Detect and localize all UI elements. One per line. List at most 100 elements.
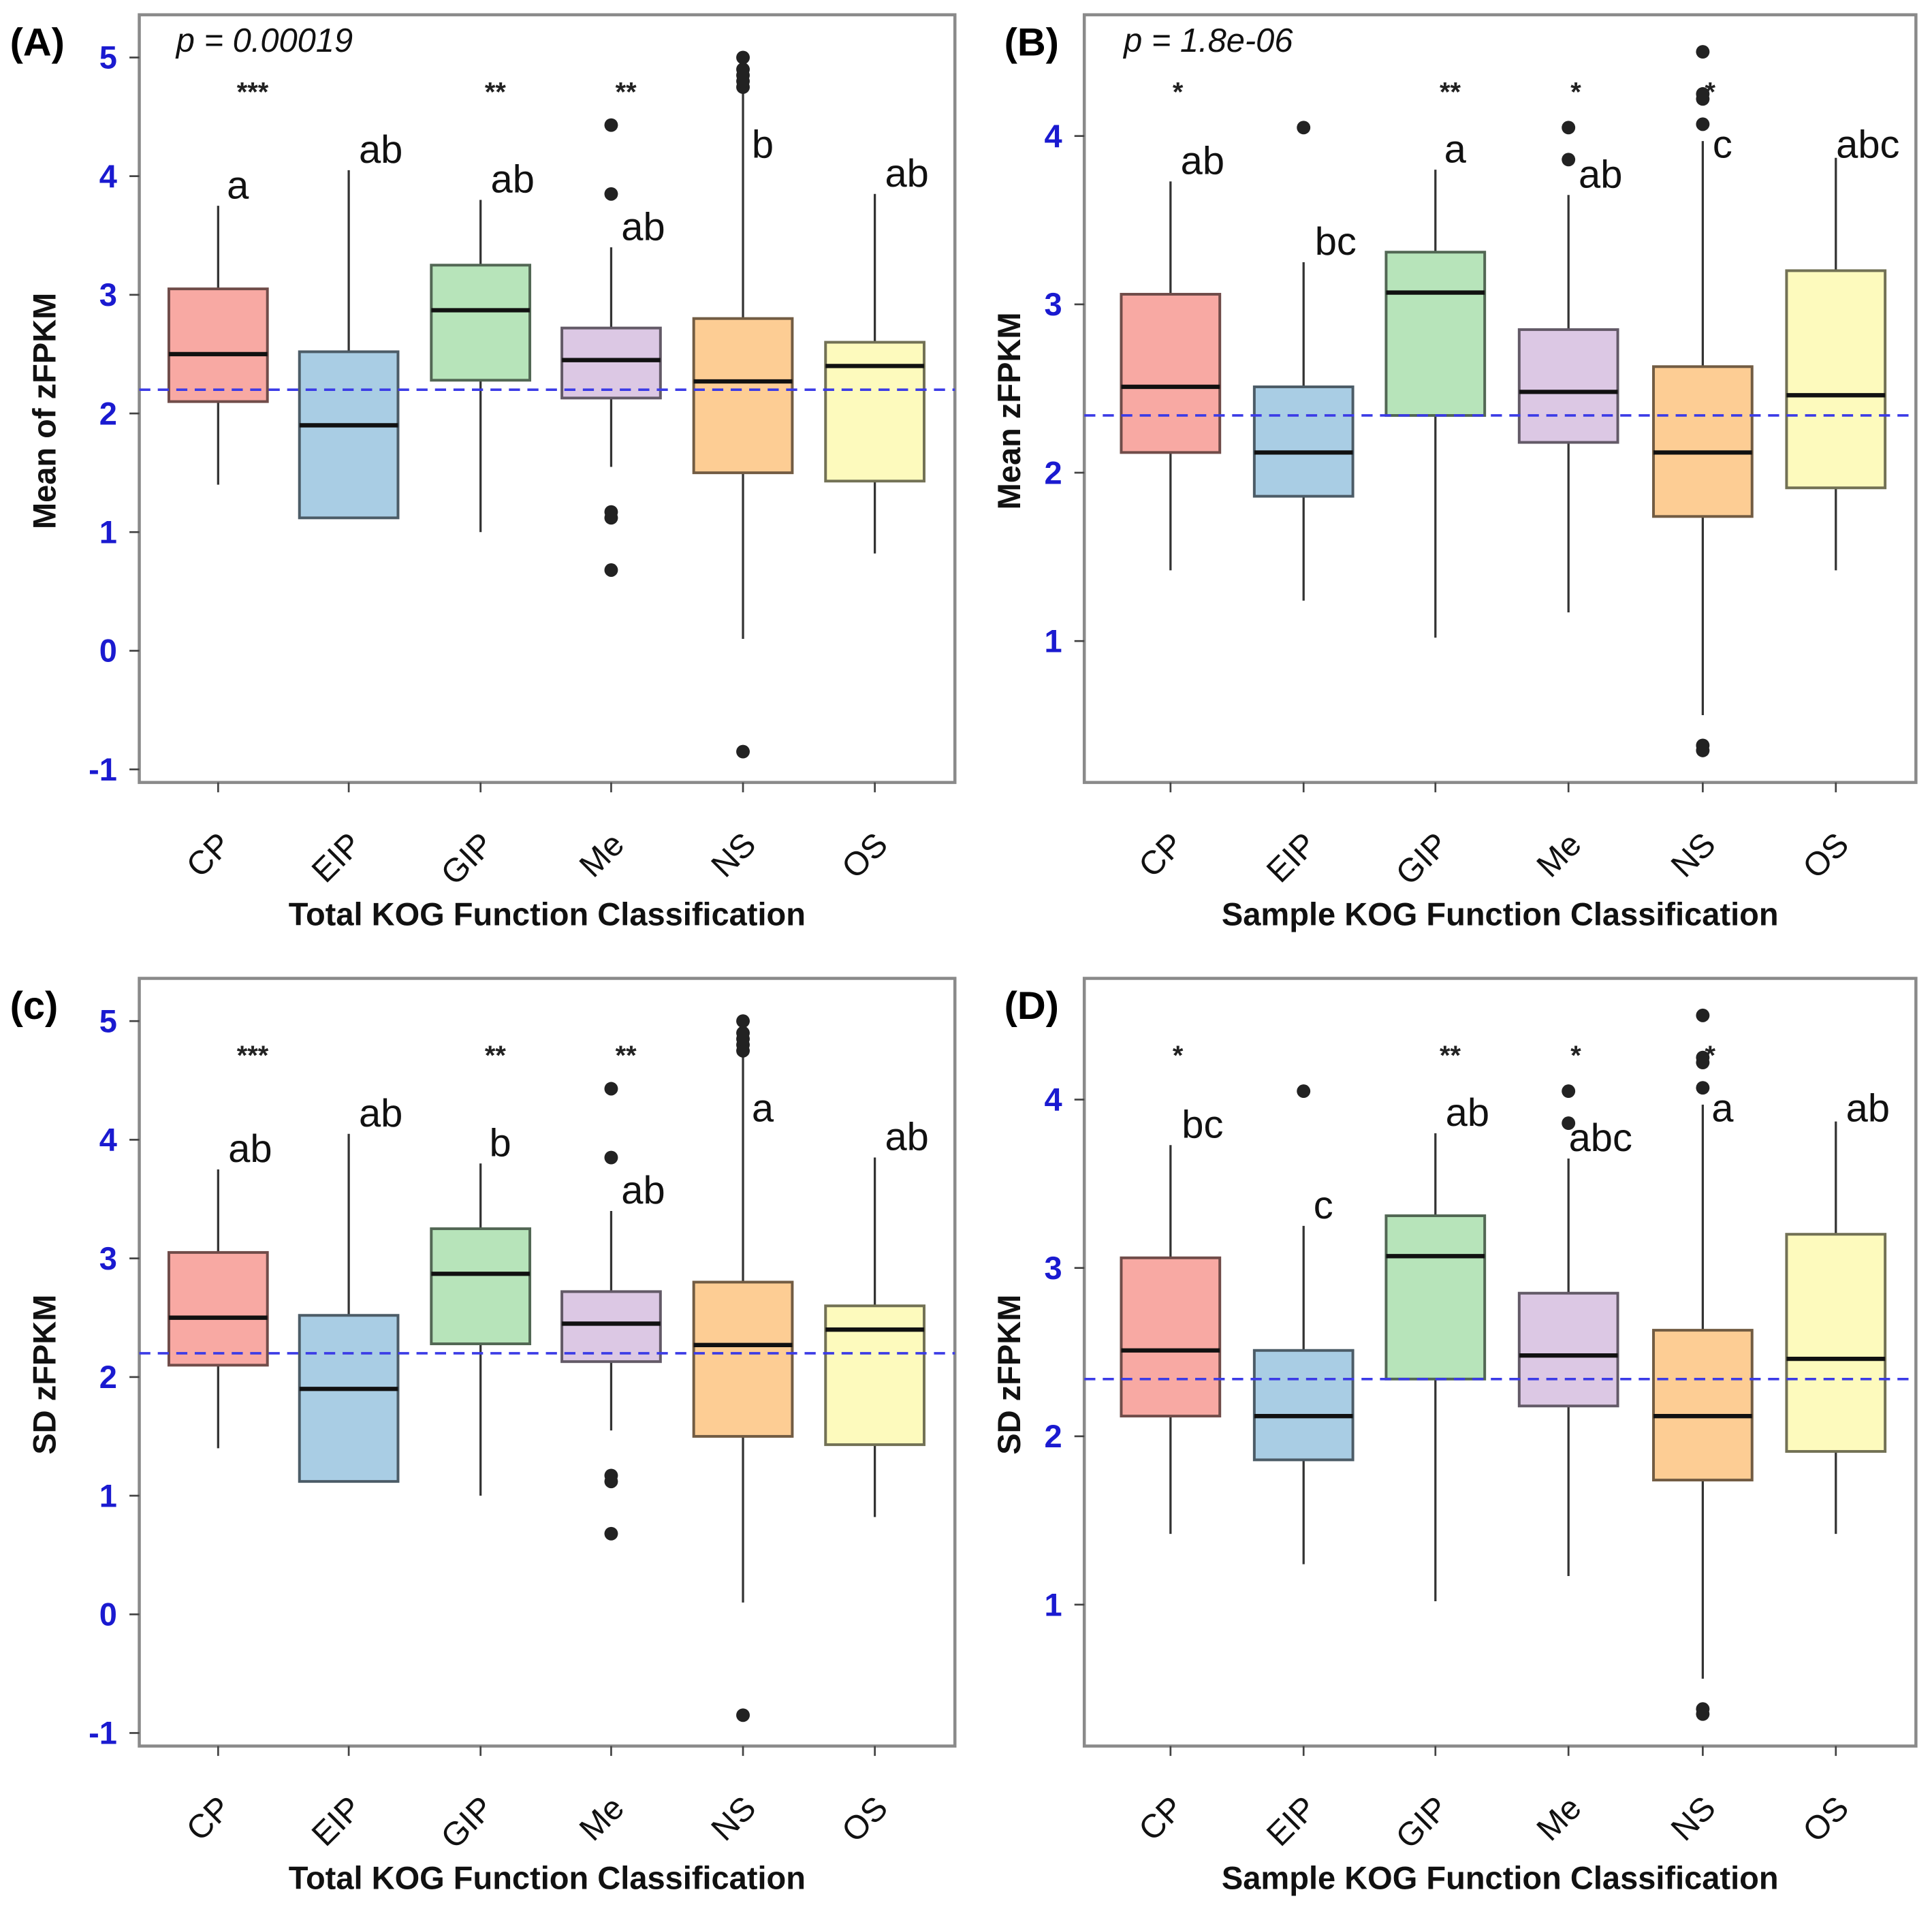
significance-stars: **	[485, 1041, 506, 1071]
box-cp: ab *	[1120, 77, 1224, 571]
outlier-point	[1562, 153, 1576, 167]
outlier-point	[1696, 117, 1710, 131]
chart-panel: -1 0 1 2 3 4 5 CP EIP GIP Me NS OS Total KOG Function…	[10, 977, 957, 1895]
iqr-box	[1652, 365, 1754, 518]
iqr-box	[1384, 1214, 1487, 1381]
iqr-box	[1785, 269, 1887, 490]
outlier-point	[736, 1026, 750, 1040]
significance-letter: ab	[1579, 153, 1622, 196]
iqr-box	[1120, 1256, 1222, 1418]
iqr-box	[430, 264, 532, 382]
x-tick-label: Me	[1530, 1789, 1589, 1848]
outlier-point	[1696, 1081, 1710, 1095]
y-tick-label: 1	[99, 1477, 117, 1513]
x-tick-label: OS	[1796, 826, 1856, 886]
x-tick-label: NS	[704, 1789, 763, 1848]
x-tick-label: OS	[1796, 1789, 1856, 1849]
y-tick-label: -1	[89, 1715, 117, 1751]
x-tick-label: Me	[573, 1789, 631, 1848]
chart-panel: 1 2 3 4 CP EIP GIP Me NS OS Sample KOG Function Cl…	[991, 977, 1918, 1895]
plot-frame	[138, 13, 957, 785]
y-tick-label: 1	[1044, 1586, 1062, 1622]
iqr-box	[1252, 385, 1355, 498]
p-value-label: p = 1.8e-06	[1122, 22, 1293, 59]
significance-stars: **	[485, 77, 506, 107]
y-tick-label: 3	[99, 277, 117, 313]
significance-letter: ab	[359, 1092, 402, 1135]
outlier-point	[1562, 1116, 1576, 1131]
y-tick-label: -1	[89, 751, 117, 787]
x-tick-label: EIP	[305, 826, 369, 890]
significance-stars: *	[1705, 77, 1715, 107]
x-tick-label: GIP	[1389, 1789, 1456, 1856]
box-eip: ab	[298, 128, 402, 520]
x-tick-label: CP	[180, 1789, 238, 1848]
y-tick-label: 4	[1044, 1082, 1062, 1118]
y-tick-label: 2	[1044, 454, 1062, 490]
x-tick-label: NS	[1664, 826, 1723, 885]
significance-letter: ab	[885, 1116, 928, 1159]
iqr-box	[298, 350, 400, 520]
iqr-box	[1517, 328, 1619, 444]
outlier-point	[1297, 1084, 1311, 1099]
significance-letter: c	[1713, 123, 1732, 167]
box-eip: ab	[298, 1092, 402, 1483]
iqr-box	[560, 1290, 662, 1364]
significance-stars: *	[1570, 77, 1581, 107]
outlier-point	[604, 1150, 618, 1165]
significance-stars: *	[1173, 1041, 1184, 1071]
iqr-box	[692, 317, 794, 475]
box-gip: b **	[430, 1041, 532, 1496]
x-tick-label: Me	[573, 826, 631, 885]
outlier-point	[1696, 92, 1710, 106]
outlier-point	[1696, 1707, 1710, 1721]
x-axis-title: Sample KOG Function Classification	[1222, 896, 1779, 932]
x-tick-label: OS	[835, 826, 895, 886]
box-me: ab *	[1517, 77, 1622, 613]
chart-panel: 1 2 3 4 CP EIP GIP Me NS OS Sample KOG Function Cl…	[991, 13, 1918, 932]
y-axis-title: Mean zFPKM	[991, 312, 1027, 509]
significance-letter: ab	[1181, 140, 1224, 183]
significance-stars: *	[1570, 1041, 1581, 1071]
y-tick-label: 1	[1044, 623, 1062, 659]
outlier-point	[736, 744, 750, 759]
box-eip: bc	[1252, 121, 1357, 601]
significance-stars: **	[616, 1041, 637, 1071]
box-os: ab	[824, 1116, 929, 1517]
box-os: ab	[1785, 1086, 1890, 1534]
iqr-box	[430, 1227, 532, 1346]
significance-letter: c	[1314, 1184, 1333, 1227]
significance-letter: ab	[228, 1127, 272, 1171]
x-tick-label: Me	[1530, 826, 1589, 885]
significance-stars: **	[1440, 77, 1461, 107]
x-tick-label: OS	[835, 1789, 895, 1849]
box-gip: ab **	[430, 77, 535, 533]
x-axis-title: Total KOG Function Classification	[289, 896, 806, 932]
significance-letter: bc	[1182, 1103, 1223, 1146]
y-tick-label: 4	[99, 158, 117, 194]
iqr-box	[824, 341, 925, 483]
significance-letter: ab	[359, 128, 402, 172]
significance-stars: *	[1173, 77, 1184, 107]
y-axis-title: Mean of zFPKM	[27, 293, 63, 529]
significance-stars: *	[1705, 1041, 1715, 1071]
significance-letter: ab	[491, 158, 535, 202]
significance-stars: ***	[237, 1041, 269, 1071]
box-ns: a	[692, 1014, 794, 1722]
x-tick-label: GIP	[434, 826, 501, 893]
x-tick-label: CP	[180, 826, 238, 885]
x-tick-label: EIP	[1260, 1789, 1324, 1853]
iqr-box	[167, 1250, 269, 1367]
outlier-point	[1696, 45, 1710, 59]
box-ns: c*	[1652, 45, 1754, 757]
box-ns: a*	[1652, 1008, 1754, 1721]
significance-letter: ab	[1846, 1086, 1890, 1130]
box-me: ab **	[560, 77, 665, 577]
iqr-box	[1652, 1329, 1754, 1482]
outlier-point	[736, 50, 750, 65]
y-tick-label: 3	[99, 1240, 117, 1276]
outlier-point	[604, 1082, 618, 1096]
y-tick-label: 2	[1044, 1418, 1062, 1454]
outlier-point	[1696, 743, 1710, 757]
